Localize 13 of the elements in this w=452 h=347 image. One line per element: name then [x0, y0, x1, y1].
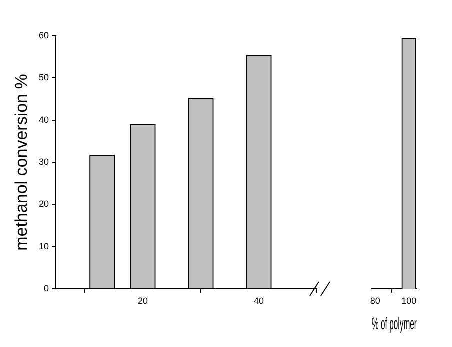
x-axis-title: % of polymer: [372, 314, 418, 334]
y-axis-title: methanol conversion %: [12, 74, 31, 251]
y-tick-label: 50: [38, 72, 49, 83]
x-tick-label: 20: [138, 296, 148, 306]
x-tick-label: 80: [370, 296, 380, 306]
y-tick-label: 30: [38, 156, 49, 167]
y-tick-label: 20: [38, 199, 49, 210]
y-tick-label: 0: [44, 283, 49, 294]
y-tick-label: 40: [38, 114, 49, 125]
y-tick-label: 60: [38, 30, 49, 40]
x-tick-label: 100: [402, 296, 417, 306]
x-tick-label: 40: [254, 296, 264, 306]
y-tick-label: 10: [38, 241, 49, 252]
